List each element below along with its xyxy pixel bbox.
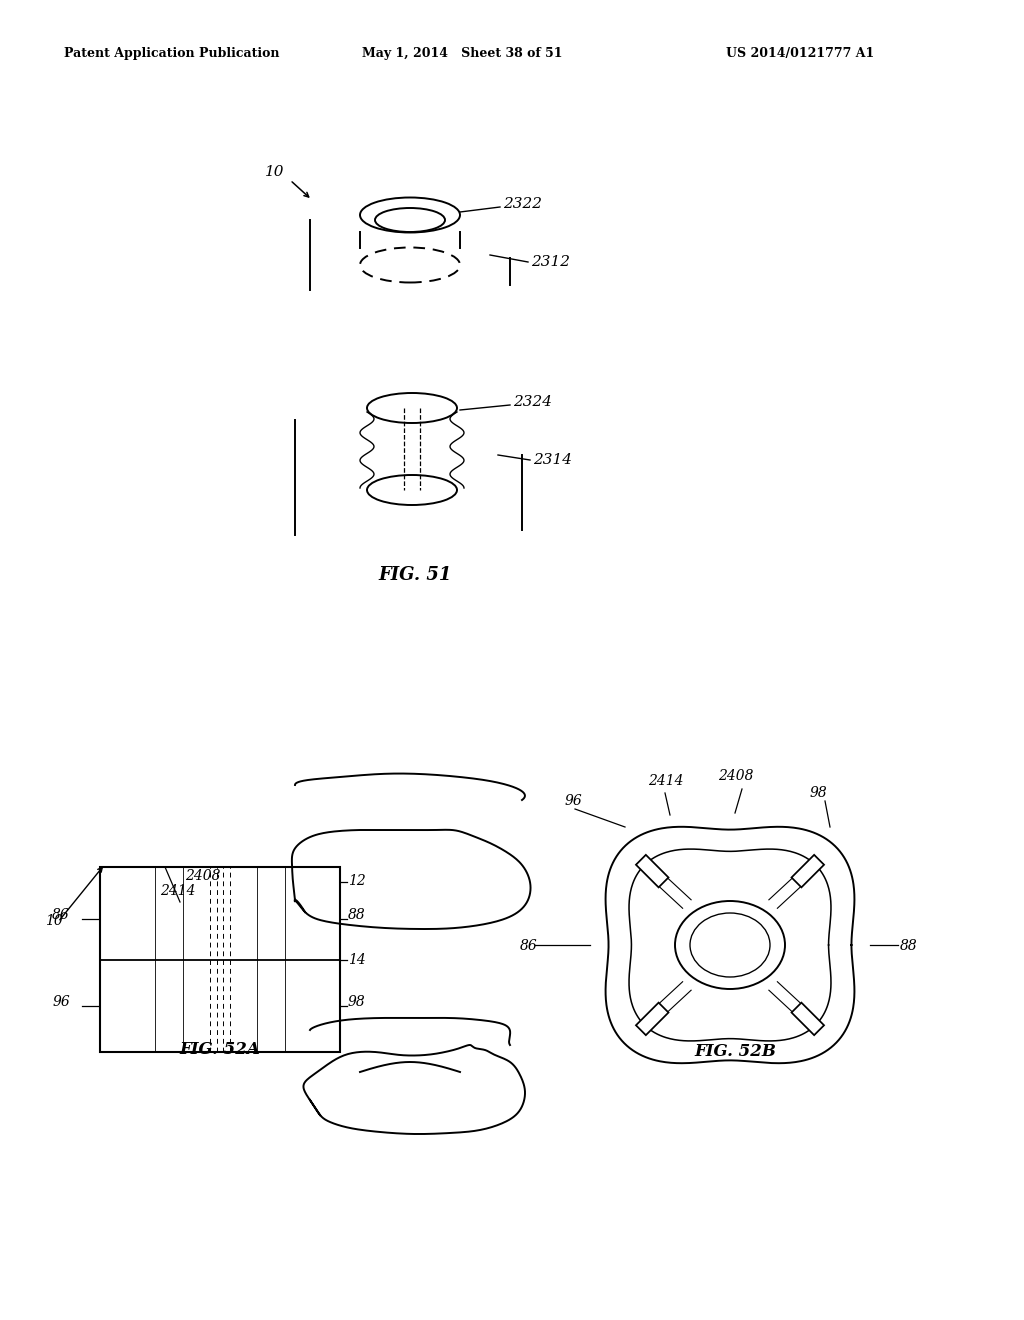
Text: FIG. 52B: FIG. 52B [694,1044,776,1060]
Polygon shape [636,855,669,887]
Polygon shape [629,849,831,1041]
Text: 86: 86 [52,908,70,921]
Text: 96: 96 [565,795,583,808]
Bar [100,960,155,1052]
Text: 88: 88 [348,908,366,921]
Text: FIG. 51: FIG. 51 [378,566,452,583]
Text: 98: 98 [348,995,366,1008]
Text: 2324: 2324 [513,395,552,409]
Polygon shape [792,855,824,887]
Ellipse shape [375,209,445,232]
Text: US 2014/0121777 A1: US 2014/0121777 A1 [726,46,874,59]
Text: 88: 88 [900,939,918,953]
Bar [100,869,155,960]
Text: Patent Application Publication: Patent Application Publication [65,46,280,59]
Bar [257,869,285,960]
Polygon shape [792,1003,824,1035]
Text: 2414: 2414 [160,884,196,898]
Polygon shape [605,826,854,1063]
Ellipse shape [367,475,457,506]
Bar [155,869,183,960]
Bar [257,960,285,1052]
Text: 98: 98 [810,785,827,800]
Bar [155,960,183,1052]
Text: 10: 10 [45,913,62,928]
Text: 2314: 2314 [534,453,572,467]
Text: 96: 96 [52,995,70,1008]
Bar [183,867,257,1052]
Text: 2312: 2312 [531,255,570,269]
Text: 2322: 2322 [503,197,542,211]
Text: 12: 12 [348,874,366,888]
Ellipse shape [675,902,785,989]
Text: 2408: 2408 [185,869,220,883]
Bar [285,869,340,960]
Text: 86: 86 [520,939,538,953]
Bar [100,867,340,1052]
Text: 2414: 2414 [648,774,683,788]
Text: 14: 14 [348,953,366,968]
Text: 2408: 2408 [718,770,754,783]
Ellipse shape [367,393,457,422]
Ellipse shape [690,913,770,977]
Text: FIG. 52A: FIG. 52A [179,1041,260,1059]
Ellipse shape [360,198,460,232]
Text: May 1, 2014   Sheet 38 of 51: May 1, 2014 Sheet 38 of 51 [361,46,562,59]
Polygon shape [636,1003,669,1035]
Text: 10: 10 [265,165,285,180]
Bar [285,960,340,1052]
Bar [100,867,340,1052]
